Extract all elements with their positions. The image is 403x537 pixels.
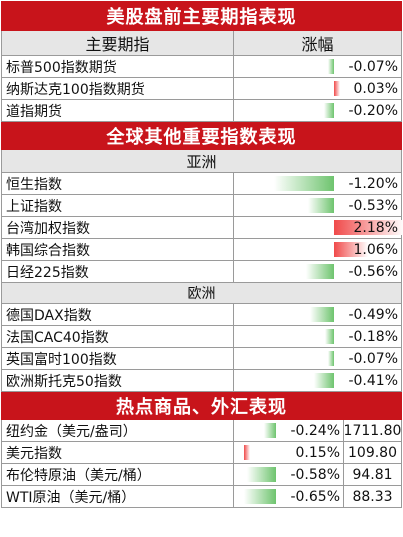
- change-value: -0.24%: [290, 422, 340, 439]
- index-name: 美元指数: [2, 442, 234, 463]
- change-value: -0.07%: [348, 58, 398, 75]
- table-row: 纽约金（美元/盎司） -0.24% 1711.80: [1, 420, 402, 442]
- change-value: -0.65%: [290, 488, 340, 505]
- section-title-global: 全球其他重要指数表现: [1, 122, 402, 150]
- change-value: 0.15%: [295, 444, 340, 461]
- negative-data-bar: [247, 467, 276, 482]
- change-cell: -0.07%: [234, 348, 401, 369]
- table-row: 上证指数 -0.53%: [1, 195, 402, 217]
- header-change: 涨幅: [301, 35, 334, 54]
- price-value: 88.33: [352, 488, 393, 505]
- negative-data-bar: [274, 176, 334, 191]
- negative-data-bar: [307, 198, 334, 213]
- index-name: 纽约金（美元/盎司）: [2, 420, 234, 441]
- table-row: 日经225指数 -0.56%: [1, 261, 402, 283]
- index-name: 纳斯达克100指数期货: [2, 78, 234, 99]
- table-row: WTI原油（美元/桶） -0.65% 88.33: [1, 486, 402, 508]
- change-cell: -0.41%: [234, 370, 401, 391]
- negative-data-bar: [328, 351, 334, 366]
- table-row: 台湾加权指数 2.18%: [1, 217, 403, 239]
- change-value: -0.56%: [348, 263, 398, 280]
- table-header: 主要期指 涨幅: [1, 31, 402, 56]
- price-value: 94.81: [352, 466, 393, 483]
- index-name: 德国DAX指数: [2, 304, 234, 325]
- change-value: -0.20%: [348, 102, 398, 119]
- change-value: 2.18%: [353, 219, 398, 236]
- index-name: 法国CAC40指数: [2, 326, 234, 347]
- table-row: 纳斯达克100指数期货 0.03%: [1, 78, 402, 100]
- table-row: 布伦特原油（美元/桶） -0.58% 94.81: [1, 464, 402, 486]
- change-value: -0.41%: [348, 372, 398, 389]
- change-cell: -0.65%: [234, 486, 344, 507]
- positive-data-bar: [334, 242, 368, 257]
- change-cell: 1.06%: [234, 239, 401, 260]
- table-row: 韩国综合指数 1.06%: [1, 239, 402, 261]
- index-name: 布伦特原油（美元/桶）: [2, 464, 234, 485]
- change-cell: 2.18%: [234, 217, 403, 238]
- table-row: 美元指数 0.15% 109.80: [1, 442, 402, 464]
- positive-data-bar: [334, 220, 403, 235]
- section-title-futures: 美股盘前主要期指表现: [1, 1, 402, 31]
- index-name: 欧洲斯托克50指数: [2, 370, 234, 391]
- table-row: 英国富时100指数 -0.07%: [1, 348, 402, 370]
- change-cell: -0.07%: [234, 56, 401, 77]
- negative-data-bar: [309, 307, 334, 322]
- change-cell: -0.18%: [234, 326, 401, 347]
- change-cell: -0.58%: [234, 464, 344, 485]
- table-row: 德国DAX指数 -0.49%: [1, 304, 402, 326]
- change-value: 0.03%: [353, 80, 398, 97]
- index-name: 日经225指数: [2, 261, 234, 282]
- negative-data-bar: [324, 103, 334, 118]
- change-cell: -1.20%: [234, 173, 401, 194]
- index-name: 韩国综合指数: [2, 239, 234, 260]
- positive-data-bar: [244, 445, 250, 460]
- change-cell: -0.53%: [234, 195, 401, 216]
- price-value: 1711.80: [343, 422, 402, 439]
- change-cell: -0.56%: [234, 261, 401, 282]
- table-row: 法国CAC40指数 -0.18%: [1, 326, 402, 348]
- index-name: 台湾加权指数: [2, 217, 234, 238]
- change-cell: 0.03%: [234, 78, 401, 99]
- price-value: 109.80: [348, 444, 397, 461]
- table-row: 恒生指数 -1.20%: [1, 173, 402, 195]
- table-row: 标普500指数期货 -0.07%: [1, 56, 402, 78]
- region-label-asia: 亚洲: [1, 150, 402, 173]
- region-label-europe: 欧洲: [1, 283, 402, 304]
- change-cell: -0.24%: [234, 420, 344, 441]
- header-name: 主要期指: [2, 31, 234, 55]
- change-cell: 0.15%: [234, 442, 344, 463]
- market-summary-table: 美股盘前主要期指表现 主要期指 涨幅 标普500指数期货 -0.07% 纳斯达克10…: [1, 1, 403, 508]
- change-value: -0.07%: [348, 350, 398, 367]
- table-row: 欧洲斯托克50指数 -0.41%: [1, 370, 402, 392]
- index-name: 恒生指数: [2, 173, 234, 194]
- change-value: -0.49%: [348, 306, 398, 323]
- change-value: -0.18%: [348, 328, 398, 345]
- negative-data-bar: [264, 423, 276, 438]
- change-cell: -0.49%: [234, 304, 401, 325]
- section-title-text: 热点商品、外汇表现: [116, 397, 287, 418]
- negative-data-bar: [243, 489, 276, 504]
- negative-data-bar: [325, 329, 334, 344]
- negative-data-bar: [328, 59, 334, 74]
- negative-data-bar: [313, 373, 334, 388]
- positive-data-bar: [334, 81, 340, 96]
- index-name: 英国富时100指数: [2, 348, 234, 369]
- region-label-text: 欧洲: [187, 286, 216, 302]
- index-name: WTI原油（美元/桶）: [2, 486, 234, 507]
- section-title-commodities: 热点商品、外汇表现: [1, 392, 402, 420]
- index-name: 上证指数: [2, 195, 234, 216]
- index-name: 标普500指数期货: [2, 56, 234, 77]
- change-value: -0.53%: [348, 197, 398, 214]
- section-title-text: 全球其他重要指数表现: [106, 127, 297, 148]
- change-value: 1.06%: [353, 241, 398, 258]
- region-label-text: 亚洲: [186, 152, 217, 171]
- change-value: -1.20%: [348, 175, 398, 192]
- change-cell: -0.20%: [234, 100, 401, 121]
- change-value: -0.58%: [290, 466, 340, 483]
- index-name: 道指期货: [2, 100, 234, 121]
- section-title-text: 美股盘前主要期指表现: [106, 7, 297, 28]
- table-row: 道指期货 -0.20%: [1, 100, 402, 122]
- negative-data-bar: [306, 264, 334, 279]
